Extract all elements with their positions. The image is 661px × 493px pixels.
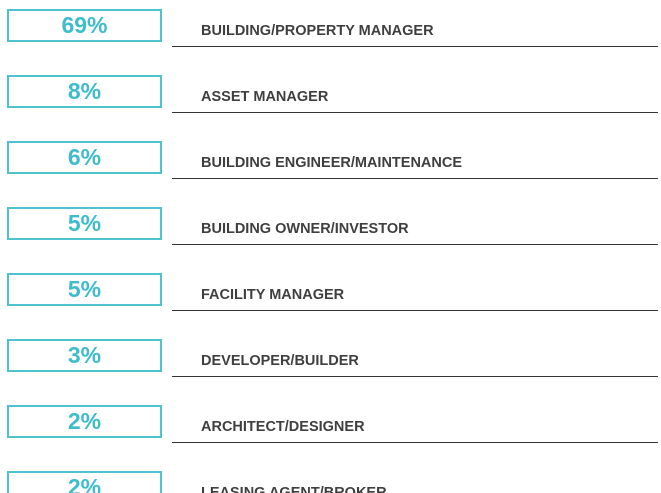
percent-box: 2% <box>7 471 162 493</box>
role-label: BUILDING ENGINEER/MAINTENANCE <box>201 155 463 171</box>
underline <box>172 244 658 245</box>
percent-box: 69% <box>7 9 162 42</box>
underline <box>172 112 658 113</box>
underline <box>172 46 658 47</box>
role-label: BUILDING OWNER/INVESTOR <box>201 221 409 237</box>
underline <box>172 310 658 311</box>
percent-box: 5% <box>7 273 162 306</box>
underline <box>172 178 658 179</box>
role-label: DEVELOPER/BUILDER <box>201 353 359 369</box>
percent-box: 6% <box>7 141 162 174</box>
percent-box: 8% <box>7 75 162 108</box>
percent-box: 5% <box>7 207 162 240</box>
underline <box>172 442 658 443</box>
role-label: ARCHITECT/DESIGNER <box>201 419 365 435</box>
percent-box: 3% <box>7 339 162 372</box>
role-label: BUILDING/PROPERTY MANAGER <box>201 23 434 39</box>
underline <box>172 376 658 377</box>
role-label: FACILITY MANAGER <box>201 287 345 303</box>
role-label: LEASING AGENT/BROKER <box>201 485 387 493</box>
percent-box: 2% <box>7 405 162 438</box>
role-label: ASSET MANAGER <box>201 89 329 105</box>
